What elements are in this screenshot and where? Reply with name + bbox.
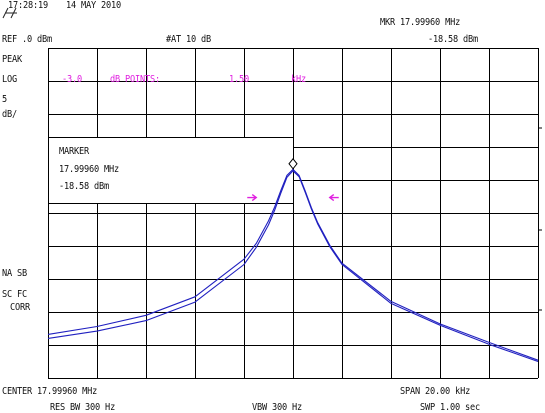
attenuation: #AT 10 dB — [166, 34, 212, 45]
timestamp-date: 14 MAY 2010 — [66, 0, 122, 11]
frequency-span: SPAN 20.00 kHz — [400, 386, 471, 397]
n-db-unit: kHz — [291, 74, 307, 85]
marker-level-header: -18.58 dBm — [428, 34, 479, 45]
sc-fc-label: SC FC — [2, 289, 28, 300]
edge-ticks — [538, 127, 542, 311]
marker-frequency-header: MKR 17.99960 MHz — [380, 17, 461, 28]
scale-value-label: 5 — [2, 94, 8, 105]
marker-box-frequency: 17.99960 MHz — [59, 164, 120, 175]
n-db-points-label: dB POINTS: — [110, 74, 161, 85]
right-delta-arrow-icon — [328, 194, 339, 202]
n-db-bandwidth: 1.50 — [229, 74, 250, 85]
marker-box-level: -18.58 dBm — [59, 181, 110, 192]
scale-unit-label: dB/ — [2, 109, 18, 120]
detector-label: PEAK — [2, 54, 23, 65]
center-frequency: CENTER 17.99960 MHz — [2, 386, 98, 397]
timestamp-time: 17:28:19 — [8, 0, 49, 11]
marker-diamond-icon — [288, 157, 298, 170]
reference-level: REF .0 dBm — [2, 34, 53, 45]
na-sb-label: NA SB — [2, 268, 28, 279]
resolution-bandwidth: RES BW 300 Hz — [50, 402, 116, 413]
video-bandwidth: VBW 300 Hz — [252, 402, 303, 413]
corr-label: CORR — [10, 302, 31, 313]
left-delta-arrow-icon — [247, 194, 258, 202]
sweep-time: SWP 1.00 sec — [420, 402, 481, 413]
marker-box-title: MARKER — [59, 146, 90, 157]
scale-type-label: LOG — [2, 74, 18, 85]
marker-glyphs — [247, 157, 339, 202]
trace-line-1 — [47, 170, 539, 363]
marker-box-fill — [49, 138, 294, 204]
analyzer-logo-icon — [2, 7, 17, 19]
n-db-level: -3.0 — [62, 74, 83, 85]
graticule-grid — [48, 48, 539, 379]
marker-readout-box-border — [48, 137, 294, 204]
